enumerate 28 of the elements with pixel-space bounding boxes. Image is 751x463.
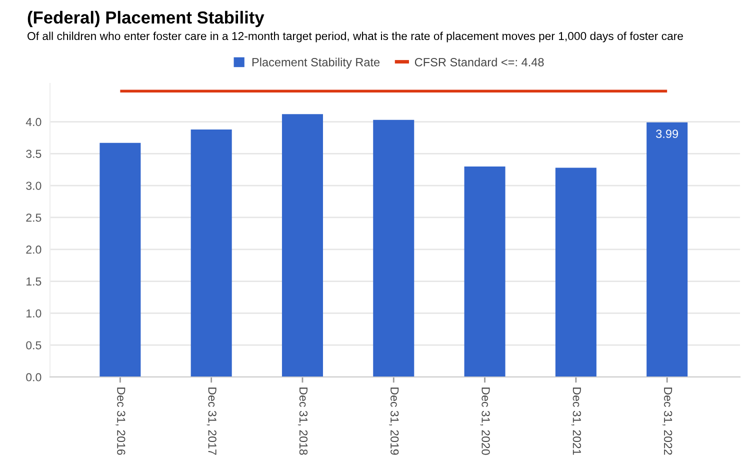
y-tick-label: 0.5 — [26, 341, 42, 350]
bar — [555, 168, 596, 377]
bar — [464, 166, 506, 377]
y-tick-label: 2.5 — [26, 214, 42, 222]
chart-subtitle: Of all children who enter foster care in a 12-month target period, what is the rate of placement moves per 1,000 days of foster care — [28, 32, 683, 42]
legend-label: Placement Stability Rate — [252, 58, 380, 69]
bar — [646, 122, 688, 377]
x-tick-label: Dec 31, 2016 — [116, 388, 126, 455]
x-tick-label: Dec 31, 2021 — [571, 388, 581, 455]
y-tick-label: 1.5 — [26, 278, 42, 286]
y-tick-label: 4.0 — [26, 118, 42, 126]
bar — [282, 114, 323, 377]
x-tick-label: Dec 31, 2019 — [389, 388, 399, 455]
x-tick-label: Dec 31, 2020 — [480, 388, 490, 455]
x-tick-label: Dec 31, 2017 — [206, 388, 216, 455]
y-tick-label: 2.0 — [26, 246, 42, 254]
y-tick-label: 0.0 — [26, 373, 42, 382]
y-tick-label: 3.5 — [26, 150, 42, 158]
bar — [190, 129, 232, 377]
x-tick-label: Dec 31, 2022 — [662, 388, 672, 455]
x-tick-label: Dec 31, 2018 — [298, 388, 308, 455]
legend-label: CFSR Standard <=: 4.48 — [414, 58, 544, 66]
bar — [373, 120, 414, 377]
data-label: 3.99 — [656, 130, 678, 138]
y-tick-label: 1.0 — [26, 309, 42, 318]
chart-title: (Federal) Placement Stability — [28, 10, 264, 28]
bar — [100, 142, 141, 377]
y-tick-label: 3.0 — [26, 182, 42, 190]
